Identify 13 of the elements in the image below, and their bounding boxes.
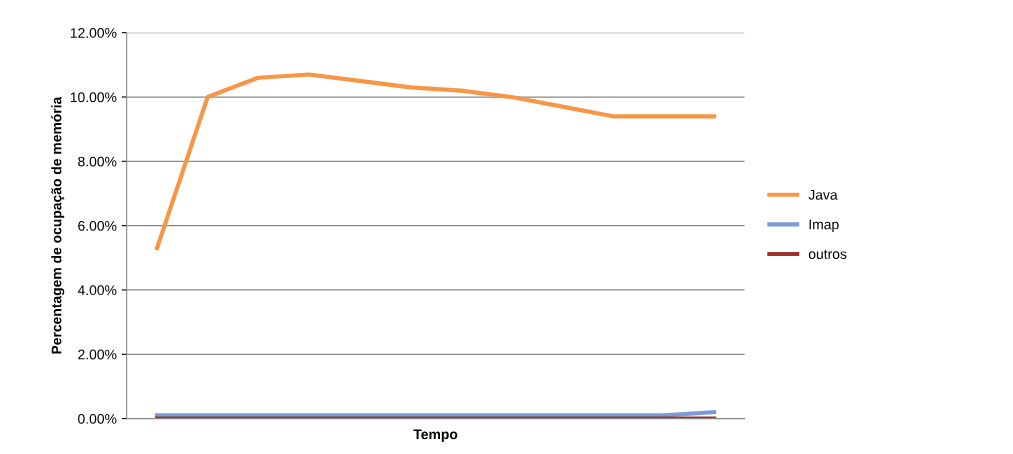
y-tick-label: 0.00% bbox=[78, 413, 117, 424]
legend-label: Java bbox=[808, 190, 838, 200]
y-tick-label: 10.00% bbox=[70, 92, 117, 103]
y-tick-label: 2.00% bbox=[78, 349, 117, 360]
x-axis-title: Tempo bbox=[413, 429, 458, 442]
y-tick-label: 6.00% bbox=[78, 220, 117, 231]
line-series bbox=[154, 72, 717, 251]
legend-label: Imap bbox=[809, 219, 839, 233]
y-tick-label: 12.00% bbox=[70, 28, 117, 38]
y-tick-label: 4.00% bbox=[77, 285, 117, 296]
y-tick-label: 8.00% bbox=[78, 156, 117, 167]
y-axis-title: Percentagem de ocupação de memória bbox=[51, 96, 65, 354]
legend-label: outros bbox=[808, 249, 847, 259]
